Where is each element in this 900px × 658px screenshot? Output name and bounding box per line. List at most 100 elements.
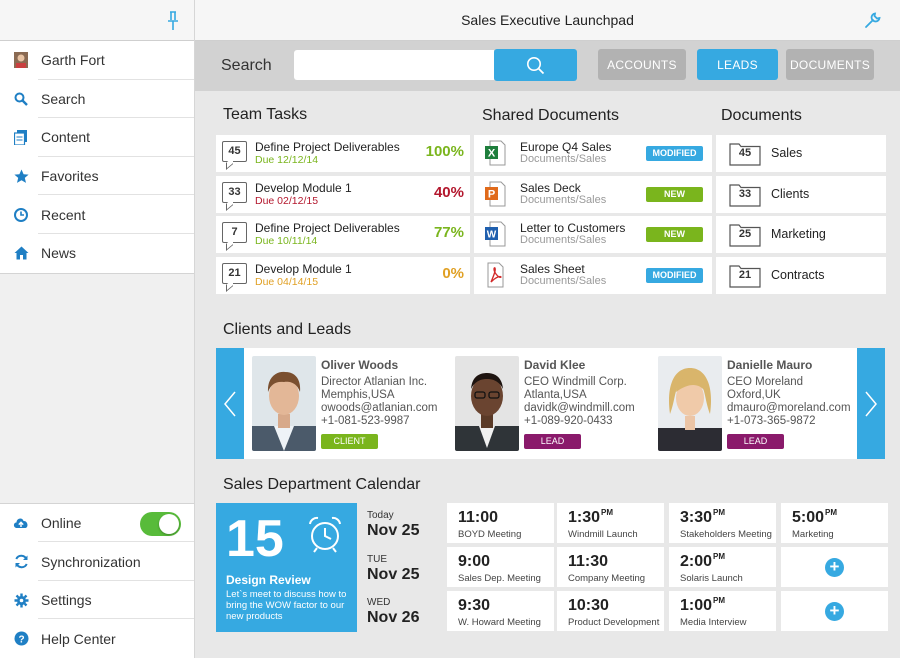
contact-phone[interactable]: +1-089-920-0433 (524, 415, 613, 427)
folder-name: Marketing (771, 227, 826, 241)
contact-location: Atlanta,USA (524, 389, 587, 401)
sidebar-item-label: Content (41, 129, 91, 146)
search-label: Search (221, 57, 272, 74)
sidebar-item-synchronization[interactable]: Synchronization (0, 542, 194, 581)
calendar-slot[interactable]: 1:30PM Windmill Launch (557, 503, 664, 543)
sidebar-item-search[interactable]: Search (0, 80, 194, 119)
calendar-slot[interactable]: 3:30PM Stakeholders Meeting (669, 503, 776, 543)
folder-icon (729, 265, 761, 288)
task-row[interactable]: 21 Develop Module 1 Due 04/14/15 0% (216, 257, 470, 294)
clients-leads-carousel: Oliver Woods Director Atlanian Inc. Memp… (216, 348, 885, 459)
task-name: Develop Module 1 (255, 262, 352, 276)
slot-event: W. Howard Meeting (458, 617, 541, 628)
doc-path: Documents/Sales (520, 153, 607, 165)
calendar-slot[interactable]: 11:30 Company Meeting (557, 547, 664, 587)
task-row[interactable]: 45 Define Project Deliverables Due 12/12… (216, 135, 470, 172)
search-icon (527, 56, 545, 74)
calendar-slot[interactable]: 9:30 W. Howard Meeting (447, 591, 554, 631)
pin-icon[interactable] (166, 11, 180, 31)
sidebar-item-favorites[interactable]: Favorites (0, 157, 194, 196)
search-button[interactable] (494, 49, 577, 81)
shared-doc-row[interactable]: W Letter to Customers Documents/Sales NE… (474, 216, 712, 253)
calendar-slot[interactable]: 10:30 Product Development (557, 591, 664, 631)
wrench-icon[interactable] (864, 11, 882, 29)
add-event-slot[interactable]: + (781, 547, 888, 587)
calendar-slot[interactable]: 5:00PM Marketing (781, 503, 888, 543)
documents-title: Documents (721, 107, 802, 124)
folder-row[interactable]: 21 Contracts (716, 257, 886, 294)
sidebar-item-label: Help Center (41, 630, 116, 647)
sidebar-item-content[interactable]: Content (0, 118, 194, 157)
doc-path: Documents/Sales (520, 194, 607, 206)
day-date: Nov 25 (367, 566, 420, 583)
contact-name: Danielle Mauro (727, 358, 813, 372)
contact-email[interactable]: davidk@windmill.com (524, 402, 635, 414)
calendar-day: Today Nov 25 (367, 510, 419, 540)
contact-email[interactable]: owoods@atlanian.com (321, 402, 438, 414)
toggle-knob (159, 513, 179, 534)
add-icon[interactable]: + (825, 558, 844, 577)
shared-doc-row[interactable]: Sales Sheet Documents/Sales MODIFIED (474, 257, 712, 294)
sidebar-item-help-center[interactable]: ? Help Center (0, 619, 194, 658)
contact-email[interactable]: dmauro@moreland.com (727, 402, 851, 414)
contact-phone[interactable]: +1-073-365-9872 (727, 415, 816, 427)
calendar-featured-event[interactable]: 15 Design Review Let`s meet to discuss h… (216, 503, 357, 632)
slot-event: Windmill Launch (568, 529, 638, 540)
status-badge: MODIFIED (646, 268, 703, 283)
task-row[interactable]: 33 Develop Module 1 Due 02/12/15 40% (216, 176, 470, 213)
online-toggle[interactable] (140, 511, 181, 536)
folder-count: 45 (738, 147, 752, 159)
add-event-slot[interactable]: + (781, 591, 888, 631)
sidebar-item-recent[interactable]: Recent (0, 195, 194, 234)
doc-path: Documents/Sales (520, 234, 607, 246)
clock-icon (13, 207, 29, 223)
sidebar-item-news[interactable]: News (0, 234, 194, 273)
calendar-slot[interactable]: 11:00 BOYD Meeting (447, 503, 554, 543)
slot-time: 3:30PM (680, 508, 726, 526)
sidebar: Garth Fort Search Content Favorites Rece… (0, 0, 195, 658)
clients-leads-title: Clients and Leads (223, 321, 352, 338)
day-date: Nov 26 (367, 609, 420, 626)
search-input[interactable] (294, 50, 494, 80)
task-row[interactable]: 7 Define Project Deliverables Due 10/11/… (216, 216, 470, 253)
sidebar-item-profile[interactable]: Garth Fort (0, 41, 194, 80)
folder-row[interactable]: 25 Marketing (716, 216, 886, 253)
svg-text:X: X (488, 148, 496, 160)
calendar-slot[interactable]: 9:00 Sales Dep. Meeting (447, 547, 554, 587)
carousel-next-button[interactable] (857, 348, 885, 459)
leads-filter-button[interactable]: LEADS (697, 49, 778, 80)
sidebar-item-label: News (41, 245, 77, 262)
comment-count-icon: 45 (222, 141, 247, 162)
accounts-filter-button[interactable]: ACCOUNTS (598, 49, 686, 80)
sidebar-item-label: Favorites (41, 168, 99, 185)
carousel-prev-button[interactable] (216, 348, 244, 459)
pdf-file-icon (487, 262, 504, 288)
slot-time: 10:30 (568, 597, 609, 614)
main-content: Search ACCOUNTS LEADS DOCUMENTS Team Tas… (195, 41, 900, 658)
documents-filter-button[interactable]: DOCUMENTS (786, 49, 874, 80)
folder-row[interactable]: 33 Clients (716, 176, 886, 213)
slot-event: Product Development (568, 617, 660, 628)
task-name: Develop Module 1 (255, 181, 352, 195)
alarm-clock-icon (309, 516, 341, 553)
sidebar-bottom: Online Synchronization Settings ? Help C… (0, 502, 194, 658)
calendar-slot[interactable]: 1:00PM Media Interview (669, 591, 776, 631)
calendar-slot[interactable]: 2:00PM Solaris Launch (669, 547, 776, 587)
folder-row[interactable]: 45 Sales (716, 135, 886, 172)
shared-doc-row[interactable]: P Sales Deck Documents/Sales NEW (474, 176, 712, 213)
status-badge: NEW (646, 187, 703, 202)
slot-time: 11:00 (458, 509, 499, 526)
sidebar-item-settings[interactable]: Settings (0, 581, 194, 620)
content-icon (13, 129, 29, 145)
add-icon[interactable]: + (825, 602, 844, 621)
shared-doc-row[interactable]: X Europe Q4 Sales Documents/Sales MODIFI… (474, 135, 712, 172)
app-header: Sales Executive Launchpad (195, 0, 900, 41)
folder-icon (729, 143, 761, 166)
task-name: Define Project Deliverables (255, 221, 400, 235)
contact-phone[interactable]: +1-081-523-9987 (321, 415, 410, 427)
contact-location: Memphis,USA (321, 389, 395, 401)
slot-time: 1:00PM (680, 596, 726, 614)
day-date: Nov 25 (367, 522, 420, 539)
slot-time: 5:00PM (792, 508, 838, 526)
doc-path: Documents/Sales (520, 275, 607, 287)
